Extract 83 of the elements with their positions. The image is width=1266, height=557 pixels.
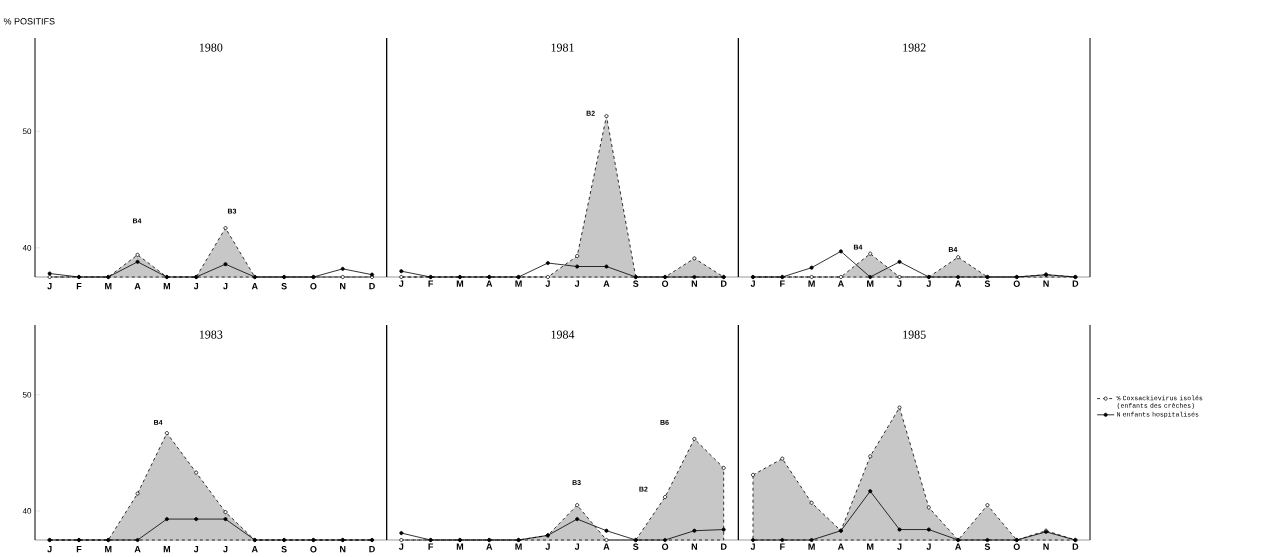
x-tick-label: J [47,283,52,290]
x-tick-label: D [1072,543,1079,550]
x-tick-label: N [340,283,346,290]
x-tick-label: N [340,546,346,553]
x-tick-label: S [281,546,287,553]
x-tick-label: F [780,543,785,550]
x-tick-label: A [486,280,493,287]
x-tick-label: A [955,280,962,287]
x-tick-label: A [486,543,493,550]
x-tick-label: O [1013,280,1020,287]
x-tick-label: M [515,543,522,550]
x-tick-label: M [105,546,112,553]
x-tick-label: O [310,546,317,553]
x-tick-label: D [721,280,727,287]
x-tick-label: S [633,543,639,550]
x-tick-label: F [76,546,82,553]
x-tick-label: O [310,283,317,290]
x-tick-label: S [633,280,639,287]
chart-title: 1985 [903,330,926,339]
x-tick-label: S [984,280,991,287]
y-tick-label: 40 [22,508,32,514]
x-tick-label: J [47,546,52,553]
x-tick-label: M [808,543,815,550]
x-tick-label: O [661,280,669,287]
chart-title: 1984 [551,330,575,339]
x-tick-label: D [721,543,727,550]
x-tick-label: M [456,280,464,287]
x-tick-label: A [251,546,258,553]
x-tick-label: M [163,546,171,553]
y-tick-label: 40 [22,245,32,251]
x-tick-label: J [398,543,404,550]
y-axis-title: % POSITIFS [3,18,55,25]
x-tick-label: N [1043,543,1049,550]
x-tick-label: M [456,543,464,550]
chart-title: 1980 [199,43,223,52]
x-tick-label: J [750,280,755,287]
x-tick-label: A [134,283,141,290]
x-tick-label: J [223,283,228,290]
x-tick-label: M [808,280,815,287]
x-tick-label: A [134,546,141,553]
x-tick-label: N [1043,280,1049,287]
x-tick-label: N [691,280,698,287]
x-tick-label: O [661,543,669,550]
x-tick-label: J [193,546,199,553]
chart-title: 1982 [903,43,926,52]
x-tick-label: A [603,543,610,550]
chart-title: 1983 [199,330,223,339]
x-tick-label: J [897,543,902,550]
y-tick-label: 50 [22,128,32,135]
x-tick-label: N [691,543,698,550]
x-tick-label: J [223,546,228,553]
x-tick-label: A [603,280,610,287]
x-tick-label: M [867,280,874,287]
x-tick-label: O [1013,543,1020,550]
x-tick-label: J [926,280,931,287]
x-tick-label: J [545,280,550,287]
x-tick-label: J [193,283,199,290]
x-tick-label: S [984,543,991,550]
x-tick-label: M [105,283,112,290]
x-tick-label: F [780,280,785,287]
x-tick-label: S [281,283,287,290]
x-tick-label: F [428,280,434,287]
x-tick-label: A [837,543,844,550]
x-tick-label: J [398,280,404,287]
x-tick-label: D [369,546,375,553]
x-tick-label: F [428,543,434,550]
x-tick-label: J [926,543,931,550]
x-tick-label: M [867,543,874,550]
x-tick-label: A [837,280,844,287]
x-tick-label: F [76,283,82,290]
x-tick-label: J [750,543,755,550]
x-tick-label: J [574,543,580,550]
x-tick-label: J [545,543,550,550]
x-tick-label: J [574,280,580,287]
x-tick-label: M [515,280,522,287]
x-tick-label: D [1072,280,1079,287]
x-tick-label: A [251,283,258,290]
y-tick-label: 50 [22,391,32,398]
chart-title: 1981 [551,43,574,52]
x-tick-label: M [163,283,171,290]
x-tick-label: D [369,283,375,290]
x-tick-label: J [897,280,902,287]
x-tick-label: A [955,543,962,550]
